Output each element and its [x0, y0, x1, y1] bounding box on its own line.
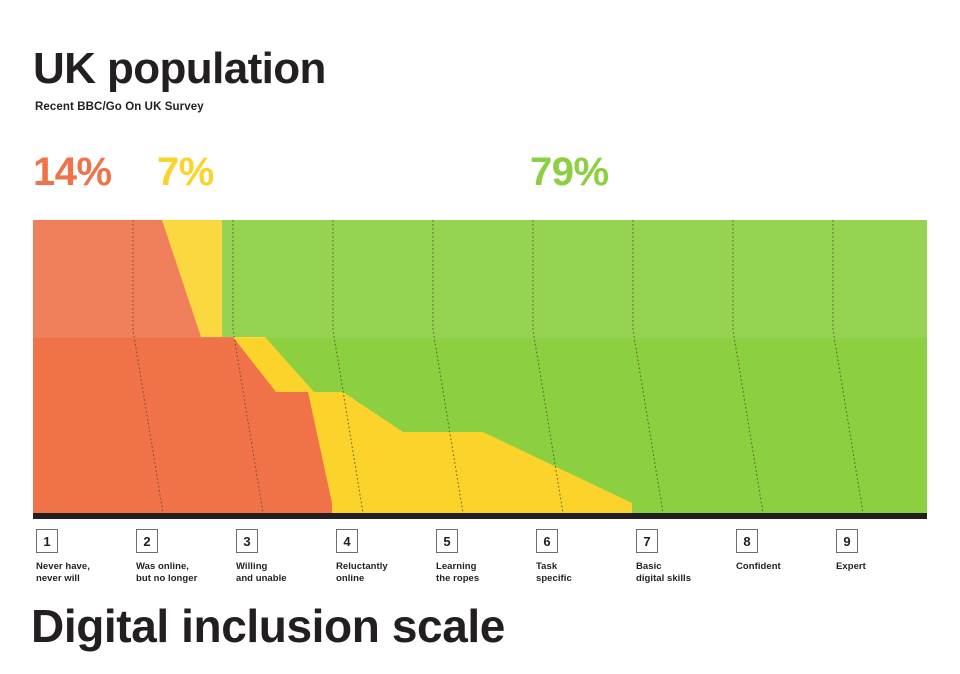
scale-number-box-5: 5 [436, 529, 458, 553]
scale-item-4[interactable]: 4 Reluctantly online [336, 529, 432, 584]
scale-item-9[interactable]: 9 Expert [836, 529, 932, 573]
scale-item-8[interactable]: 8 Confident [736, 529, 832, 573]
scale-number-box-8: 8 [736, 529, 758, 553]
category-divider-1 [132, 220, 165, 519]
chart-baseline [33, 513, 927, 519]
category-divider-7 [732, 220, 765, 519]
percent-callout-included: 79% [530, 150, 609, 194]
percent-callout-row: 14% 7% 79% [0, 148, 960, 204]
scale-item-3[interactable]: 3 Willing and unable [236, 529, 332, 584]
percent-callout-limited: 7% [157, 150, 214, 194]
scale-item-1[interactable]: 1 Never have, never will [36, 529, 132, 584]
scale-label-5: Learning the ropes [436, 561, 480, 584]
category-divider-5 [532, 220, 565, 519]
scale-number-box-9: 9 [836, 529, 858, 553]
scale-label-2: Was online, but no longer [136, 561, 198, 584]
scale-label-8: Confident [736, 561, 781, 572]
footer-title: Digital inclusion scale [31, 600, 505, 652]
scale-number-box-1: 1 [36, 529, 58, 553]
category-divider-6 [632, 220, 665, 519]
page-title: UK population [33, 44, 326, 93]
scale-item-7[interactable]: 7 Basic digital skills [636, 529, 732, 584]
chart-svg [33, 220, 927, 519]
scale-number-box-3: 3 [236, 529, 258, 553]
category-divider-lines [132, 220, 865, 519]
category-divider-4 [432, 220, 465, 519]
scale-number-box-2: 2 [136, 529, 158, 553]
area-digitally-excluded [33, 220, 332, 519]
scale-item-5[interactable]: 5 Learning the ropes [436, 529, 532, 584]
digital-inclusion-area-chart [33, 220, 927, 519]
percent-callout-excluded: 14% [33, 150, 112, 194]
header-block: UK population Recent BBC/Go On UK Survey [33, 44, 733, 114]
scale-label-4: Reluctantly online [336, 561, 388, 584]
scale-label-1: Never have, never will [36, 561, 90, 584]
top-highlight-band [33, 220, 927, 338]
scale-label-9: Expert [836, 561, 866, 572]
scale-number-box-4: 4 [336, 529, 358, 553]
scale-axis: 1 Never have, never will 2 Was online, but … [0, 529, 960, 599]
category-divider-3 [332, 220, 365, 519]
scale-label-7: Basic digital skills [636, 561, 692, 584]
category-divider-2 [232, 220, 265, 519]
scale-number-box-7: 7 [636, 529, 658, 553]
category-divider-8 [832, 220, 865, 519]
scale-item-2[interactable]: 2 Was online, but no longer [136, 529, 232, 584]
scale-label-3: Willing and unable [236, 561, 287, 584]
scale-number-box-6: 6 [536, 529, 558, 553]
page-subtitle: Recent BBC/Go On UK Survey [35, 101, 204, 113]
scale-item-6[interactable]: 6 Task specific [536, 529, 632, 584]
scale-label-6: Task specific [536, 561, 572, 584]
